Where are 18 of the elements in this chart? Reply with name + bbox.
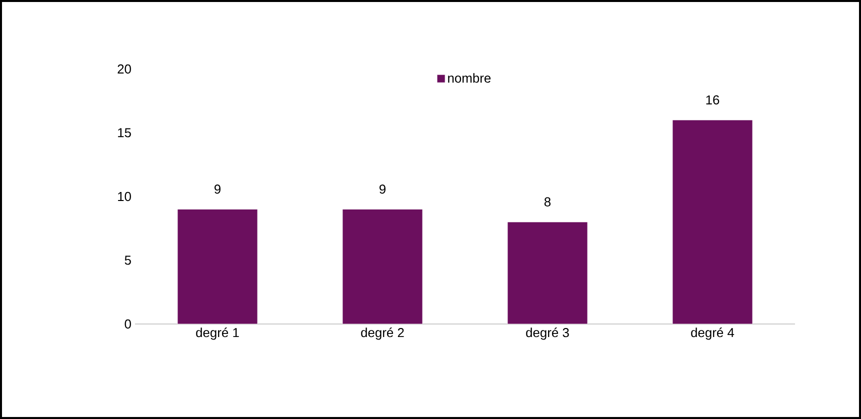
y-tick-label: 0 xyxy=(124,319,131,329)
y-tick-label: 15 xyxy=(118,128,131,138)
bar xyxy=(507,222,588,324)
y-tick-label: 5 xyxy=(124,256,131,265)
data-label: 9 xyxy=(214,184,220,194)
data-label: 16 xyxy=(706,95,720,104)
legend-label: nombre xyxy=(448,73,491,83)
y-tick-label: 10 xyxy=(118,192,131,202)
data-label: 8 xyxy=(544,197,551,206)
y-tick-label: 20 xyxy=(118,64,131,74)
x-tick-label: degré 1 xyxy=(196,328,239,340)
x-tick-label: degré 3 xyxy=(526,328,569,340)
x-tick-label: degré 2 xyxy=(361,328,404,340)
bar xyxy=(672,120,753,324)
data-label: 9 xyxy=(380,184,386,194)
bar xyxy=(177,209,258,324)
bar xyxy=(342,209,423,324)
x-tick-label: degré 4 xyxy=(691,328,734,340)
